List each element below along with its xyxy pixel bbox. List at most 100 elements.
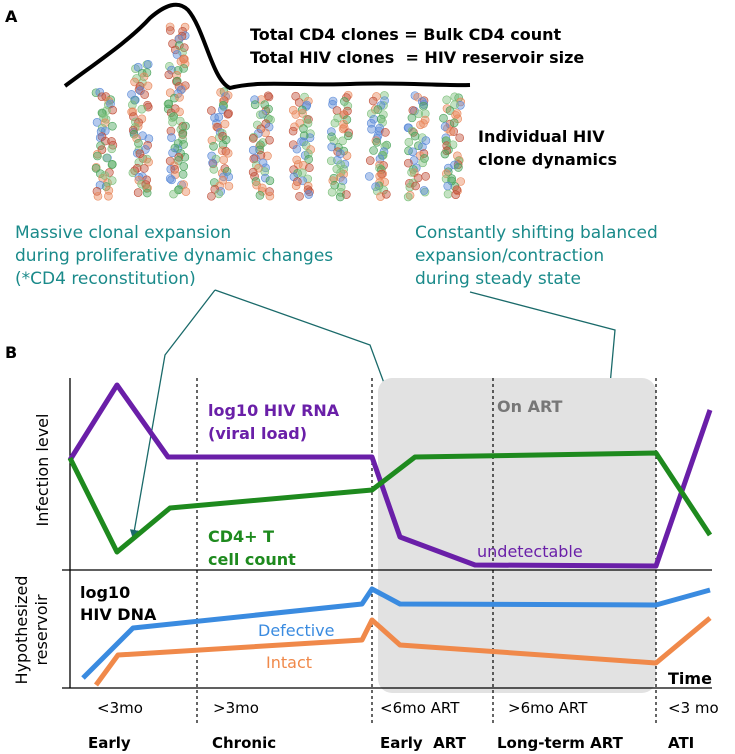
clone-dot bbox=[338, 176, 348, 186]
clone-dot bbox=[130, 95, 140, 105]
clone-dot bbox=[175, 107, 184, 117]
clone-dot bbox=[134, 85, 144, 94]
clone-dot bbox=[210, 178, 219, 187]
clone-dot bbox=[291, 110, 301, 119]
clone-dot bbox=[209, 164, 219, 174]
clone-dot bbox=[180, 22, 190, 32]
panel-label: B bbox=[5, 343, 17, 362]
clone-dot bbox=[407, 168, 416, 177]
clone-dot bbox=[410, 131, 420, 141]
clone-dot bbox=[167, 133, 176, 142]
intact-line bbox=[93, 616, 712, 687]
clone-dot bbox=[174, 34, 184, 44]
clone-dot bbox=[208, 158, 217, 168]
clone-dot bbox=[170, 143, 180, 153]
clone-dot bbox=[414, 109, 423, 119]
clone-dot bbox=[256, 150, 266, 160]
clone-dot bbox=[375, 160, 384, 170]
clone-dot bbox=[97, 145, 107, 154]
clone-dot bbox=[456, 177, 465, 186]
clone-dot bbox=[209, 141, 218, 151]
clone-dot bbox=[215, 133, 224, 142]
clone-dot bbox=[411, 181, 420, 191]
clone-dot bbox=[420, 154, 429, 163]
clone-dot bbox=[339, 119, 348, 129]
phase-name: Chronic bbox=[212, 734, 276, 752]
clone-dot bbox=[344, 128, 354, 138]
clone-dot bbox=[410, 91, 420, 100]
annotation: during proliferative dynamic changes bbox=[15, 246, 333, 266]
clone-dot bbox=[299, 124, 308, 133]
phase-period: >3mo bbox=[213, 699, 259, 717]
clone-dot bbox=[128, 107, 138, 117]
panel-label: A bbox=[5, 7, 18, 26]
series-label: CD4+ T bbox=[208, 527, 274, 546]
phase-dividers bbox=[196, 378, 657, 725]
clone-dot bbox=[143, 141, 152, 150]
clone-dot bbox=[329, 173, 339, 183]
clone-dot bbox=[442, 95, 451, 105]
annotation: expansion/contraction bbox=[415, 246, 604, 266]
clone-dot bbox=[411, 163, 421, 173]
clone-dot bbox=[288, 105, 298, 115]
clone-dot bbox=[326, 156, 336, 166]
clone-dot bbox=[454, 163, 463, 172]
clone-dot bbox=[207, 106, 216, 115]
clone-dot bbox=[419, 119, 428, 128]
clone-dot bbox=[373, 105, 383, 114]
clone-dot bbox=[303, 185, 313, 195]
series-label: log10 HIV RNA bbox=[208, 401, 340, 420]
clone-dot bbox=[137, 104, 147, 114]
clone-dot bbox=[105, 168, 114, 177]
clone-dot bbox=[250, 100, 260, 109]
clone-dot bbox=[368, 96, 378, 106]
clone-dot bbox=[335, 192, 345, 202]
clone-dot bbox=[265, 191, 275, 201]
summary: Total HIV clones = HIV reservoir size bbox=[250, 48, 584, 67]
clone-dot bbox=[167, 65, 176, 75]
clone-dot bbox=[178, 170, 188, 179]
clone-dot bbox=[223, 148, 233, 158]
clone-dot bbox=[107, 160, 117, 169]
clone-dot bbox=[304, 155, 313, 164]
clone-dot bbox=[453, 160, 463, 169]
clone-dot bbox=[294, 98, 304, 107]
clone-dot bbox=[107, 176, 117, 185]
clone-dot bbox=[178, 128, 188, 138]
clone-dot bbox=[336, 188, 346, 197]
clone-dot bbox=[420, 109, 430, 118]
annotation: Constantly shifting balanced bbox=[415, 223, 658, 243]
clone-dot bbox=[173, 66, 183, 75]
clone-dot bbox=[95, 87, 105, 97]
clone-dot bbox=[292, 155, 302, 165]
clone-dot bbox=[419, 101, 428, 111]
clone-dot bbox=[134, 138, 143, 148]
clone-dot bbox=[144, 157, 153, 167]
clone-dot bbox=[224, 181, 234, 191]
clone-dot bbox=[327, 187, 337, 197]
clone-dot bbox=[288, 126, 298, 136]
clone-dot bbox=[418, 158, 428, 168]
clone-dot bbox=[169, 161, 179, 170]
clone-dot bbox=[257, 95, 266, 104]
clone-dot bbox=[342, 93, 351, 102]
region-label: On ART bbox=[497, 397, 563, 416]
cd4-line bbox=[67, 450, 713, 555]
clone-dot bbox=[256, 110, 265, 119]
clone-dot bbox=[128, 168, 138, 178]
clone-dot bbox=[138, 172, 147, 181]
clone-dot bbox=[166, 26, 175, 35]
clone-dot bbox=[144, 134, 154, 144]
series-label: cell count bbox=[208, 550, 296, 569]
clone-dot bbox=[328, 176, 338, 185]
clone-dot bbox=[450, 100, 459, 110]
phase-period: <3 mo bbox=[668, 699, 719, 717]
clone-dot bbox=[135, 149, 145, 159]
clone-dot bbox=[298, 176, 307, 186]
clone-dot bbox=[175, 116, 185, 126]
phase-name: ATI bbox=[668, 734, 694, 752]
x-axis-label: Time bbox=[668, 669, 712, 688]
clone-dot bbox=[265, 135, 274, 145]
clone-dot bbox=[365, 156, 375, 165]
clone-dot bbox=[99, 113, 109, 123]
